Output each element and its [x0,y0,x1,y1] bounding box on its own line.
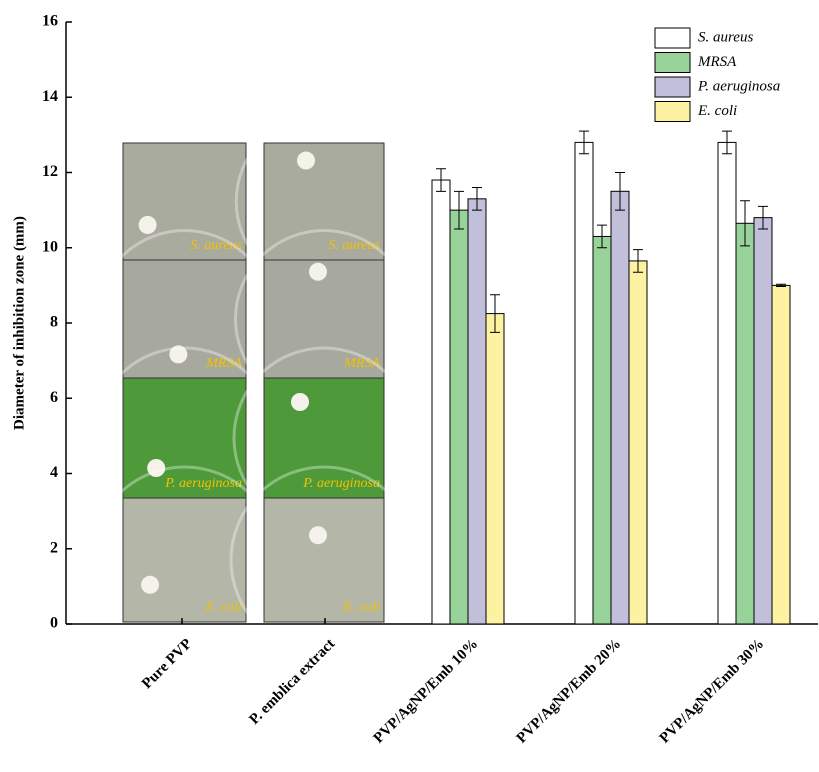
legend-swatch [655,102,690,122]
x-tick-label: P. emblica extract [246,636,338,728]
legend-label: S. aureus [698,29,753,45]
disc [141,576,159,594]
y-tick-label: 0 [50,615,58,632]
y-tick-label: 6 [50,389,58,406]
y-tick-label: 4 [50,464,58,481]
bar [772,285,790,624]
x-tick-label: PVP/AgNP/Emb 10% [371,636,482,747]
disc [297,152,315,170]
bar [718,142,736,624]
y-tick-label: 12 [42,163,58,180]
disc [309,263,327,281]
bar [575,142,593,624]
y-axis-label: Diameter of inhibition zone (mm) [11,216,27,430]
disc [291,393,309,411]
bar [593,236,611,624]
legend-label: P. aeruginosa [697,78,780,94]
x-tick-label: PVP/AgNP/Emb 20% [514,636,625,747]
legend-label: E. coli [697,103,737,119]
legend-swatch [655,53,690,73]
y-tick-label: 2 [50,539,58,556]
disc [139,216,157,234]
bar [629,261,647,624]
x-tick-label: PVP/AgNP/Emb 30% [657,636,768,747]
panel-label: E. coli [204,600,242,615]
bar [736,223,754,624]
y-tick-label: 14 [42,88,58,105]
bar [611,191,629,624]
y-tick-label: 8 [50,314,58,331]
chart: S. aureusMRSAP. aeruginosaE. coliS. aure… [0,0,819,772]
legend-swatch [655,28,690,48]
y-tick-label: 16 [42,13,58,30]
bar [468,199,486,624]
y-tick-label: 10 [42,238,58,255]
legend-label: MRSA [697,54,737,70]
bar [754,218,772,624]
bar [450,210,468,624]
bar [432,180,450,624]
disc [309,526,327,544]
legend-swatch [655,77,690,97]
bar [486,314,504,624]
panel-label: E. coli [342,600,380,615]
